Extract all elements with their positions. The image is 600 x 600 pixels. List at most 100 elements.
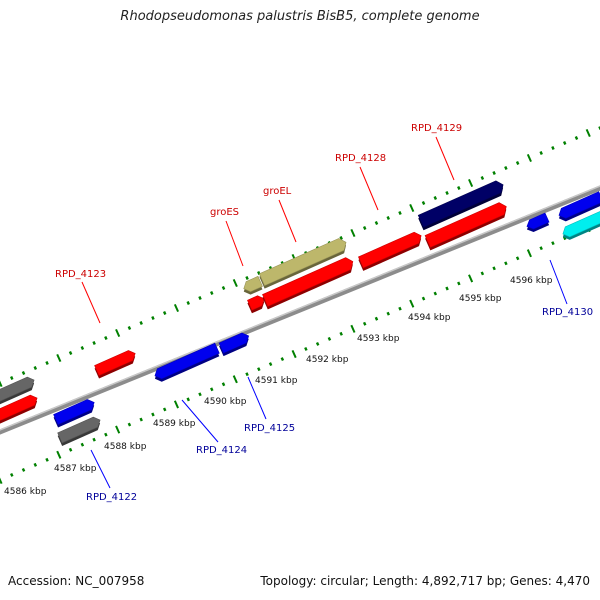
inner-track-tick	[551, 241, 555, 246]
outer-track-tick	[127, 326, 132, 330]
outer-track-tick	[80, 346, 85, 350]
outer-track-tick	[21, 371, 26, 375]
outer-track-tick	[33, 366, 38, 370]
gene-gray-far-left[interactable]	[0, 376, 35, 403]
inner-track-tick	[92, 437, 96, 442]
inner-track-tick	[457, 281, 461, 286]
genome-backbone	[0, 185, 600, 435]
gene-RPD_4123[interactable]	[94, 350, 136, 376]
gene-label-RPD_4123[interactable]: RPD_4123	[55, 269, 106, 280]
outer-track-tick	[409, 203, 415, 213]
outer-track-tick	[468, 178, 474, 188]
outer-track-tick	[10, 376, 14, 380]
gene-RPD_4122-blue[interactable]	[53, 399, 95, 425]
kbp-label: 4589 kbp	[153, 419, 196, 429]
inner-track-tick	[304, 347, 308, 351]
gene-label-RPD_4128[interactable]: RPD_4128	[335, 153, 386, 164]
gene-groES-left[interactable]	[243, 275, 263, 292]
inner-track-tick	[526, 249, 532, 258]
inner-track-tick	[315, 341, 320, 346]
gene-RPD_4125[interactable]	[218, 332, 250, 354]
inner-track-tick	[21, 467, 26, 472]
gene-label-groEL[interactable]: groEL	[263, 186, 292, 197]
kbp-label: 4590 kbp	[204, 397, 247, 407]
gene-label-RPD_4129[interactable]: RPD_4129	[411, 123, 462, 134]
outer-track-tick	[245, 276, 249, 280]
inner-track-tick	[221, 382, 226, 387]
inner-track-tick	[268, 362, 273, 367]
outer-track-tick	[492, 171, 496, 175]
inner-track-tick	[162, 407, 167, 412]
gene-red-far-left[interactable]	[0, 394, 38, 421]
inner-track-tick	[68, 447, 73, 452]
outer-track-tick	[232, 278, 238, 288]
inner-track-tick	[468, 274, 474, 283]
inner-track-tick	[33, 462, 38, 467]
inner-track-tick	[445, 286, 449, 291]
outer-track-tick	[562, 141, 567, 145]
outer-track-tick	[421, 201, 426, 205]
outer-track-tick	[139, 321, 143, 325]
inner-track-tick	[539, 246, 543, 251]
gene-groEL[interactable]	[258, 238, 347, 287]
page-title: Rhodopseudomonas palustris BisB5, comple…	[120, 9, 480, 24]
inner-track-tick	[398, 306, 402, 311]
outer-track-tick	[445, 191, 449, 195]
gene-red-small[interactable]	[247, 295, 265, 311]
genome-backbone-highlight	[0, 185, 600, 431]
leader-line-RPD_4128	[359, 166, 379, 211]
outer-track-tick	[221, 286, 226, 290]
gene-RPD_4124[interactable]	[154, 342, 220, 380]
gene-RPD_4130[interactable]	[526, 212, 550, 230]
inner-track-tick	[362, 321, 367, 326]
kbp-label: 4594 kbp	[408, 313, 451, 323]
gene-label-groES[interactable]: groES	[210, 207, 239, 218]
outer-track-tick	[585, 128, 591, 138]
gene-label-RPD_4130[interactable]: RPD_4130	[542, 307, 593, 318]
inner-track-tick	[232, 375, 238, 384]
outer-track-tick	[339, 236, 343, 240]
gene-label-RPD_4122[interactable]: RPD_4122	[86, 492, 137, 503]
leader-line-RPD_4122	[90, 449, 111, 489]
inner-track-tick	[280, 357, 285, 362]
kbp-label: 4592 kbp	[306, 355, 349, 365]
gene-RPD_4128[interactable]	[358, 231, 422, 269]
inner-track-tick	[421, 296, 426, 301]
outer-track-tick	[92, 341, 96, 345]
gene-cyan-right[interactable]	[562, 211, 600, 238]
outer-track-tick	[539, 151, 543, 155]
inner-track-tick	[115, 425, 121, 434]
outer-track-tick	[526, 153, 532, 163]
outer-track-tick	[574, 136, 579, 140]
outer-track-tick	[504, 166, 508, 170]
inner-track-tick	[492, 266, 496, 271]
gene-red-center[interactable]	[262, 257, 354, 307]
gene-label-RPD_4124[interactable]: RPD_4124	[196, 445, 247, 456]
inner-track-tick	[245, 372, 249, 377]
leader-line-RPD_4123	[81, 281, 101, 324]
outer-track-tick	[151, 316, 155, 320]
inner-track-tick	[433, 291, 438, 296]
inner-track-tick	[257, 367, 261, 372]
kbp-label: 4595 kbp	[459, 294, 502, 304]
outer-track-tick	[186, 301, 190, 305]
gene-RPD_4122-gray[interactable]	[57, 416, 101, 444]
outer-track-tick	[398, 211, 402, 215]
inner-track-tick	[386, 311, 390, 316]
outer-track-tick	[362, 226, 367, 230]
outer-track-tick	[173, 303, 180, 313]
gene-RPD_4129-lower[interactable]	[424, 202, 507, 248]
outer-track-tick	[350, 228, 356, 238]
inner-track-tick	[515, 256, 520, 261]
inner-track-tick	[339, 331, 343, 336]
inner-track-tick	[151, 412, 155, 417]
gene-RPD_4129[interactable]	[417, 180, 504, 228]
outer-track-tick	[104, 336, 108, 340]
gene-label-RPD_4125[interactable]: RPD_4125	[244, 423, 295, 434]
inner-track-tick	[210, 387, 214, 392]
leader-line-groES	[225, 220, 244, 267]
accession-text: Accession: NC_007958	[8, 574, 145, 588]
inner-track-tick	[504, 261, 508, 266]
inner-track-tick	[104, 432, 108, 437]
